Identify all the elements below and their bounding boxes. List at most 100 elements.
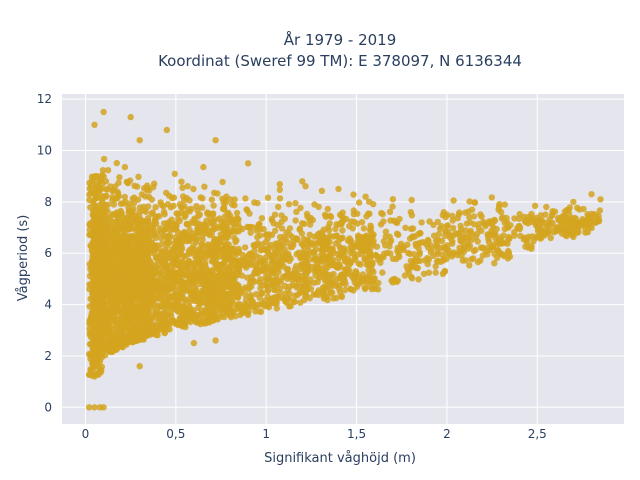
data-point: [113, 330, 120, 337]
data-point: [373, 243, 381, 250]
data-point: [193, 203, 200, 210]
data-point: [261, 246, 269, 253]
data-point: [201, 183, 208, 190]
data-point: [225, 241, 232, 248]
data-point: [132, 296, 139, 303]
data-point: [85, 404, 93, 411]
data-point: [104, 201, 112, 208]
data-point: [86, 272, 94, 280]
data-point: [168, 303, 175, 311]
data-point: [92, 342, 100, 349]
x-tick-label: 1: [262, 427, 270, 441]
data-point: [245, 251, 253, 258]
data-point: [264, 293, 271, 300]
data-point: [219, 205, 227, 212]
data-point: [566, 204, 573, 211]
data-point: [330, 233, 337, 240]
data-point: [115, 238, 122, 245]
data-point: [368, 285, 376, 293]
data-point: [540, 228, 548, 236]
data-point: [474, 238, 481, 245]
data-point: [506, 253, 514, 260]
data-point: [314, 261, 321, 268]
data-point: [379, 269, 386, 276]
data-point: [209, 317, 216, 324]
data-point: [477, 244, 485, 251]
data-point: [211, 309, 218, 317]
data-point: [115, 280, 122, 287]
data-point: [256, 225, 264, 233]
data-point: [307, 285, 315, 293]
data-point: [126, 329, 133, 337]
data-point: [291, 292, 299, 299]
data-point: [103, 327, 110, 334]
data-point: [364, 243, 371, 250]
data-point: [118, 338, 125, 346]
data-point: [146, 258, 154, 265]
data-point: [151, 287, 158, 295]
data-point: [264, 287, 271, 294]
data-point: [341, 286, 349, 294]
data-point: [178, 204, 185, 211]
data-point: [93, 307, 100, 315]
data-point: [254, 242, 262, 249]
data-point: [368, 228, 375, 236]
data-point: [418, 219, 425, 226]
data-point: [337, 235, 344, 242]
data-point: [466, 262, 473, 269]
data-point: [86, 320, 93, 327]
data-point: [247, 229, 254, 236]
x-tick-label: 0,5: [166, 427, 185, 441]
data-point: [163, 126, 170, 134]
data-point: [259, 265, 266, 272]
data-point: [173, 210, 180, 217]
data-point: [99, 199, 106, 206]
data-point: [98, 319, 105, 326]
data-point: [485, 220, 492, 227]
x-tick-label: 2,5: [528, 427, 547, 441]
data-point: [262, 238, 270, 245]
data-point: [356, 236, 363, 244]
data-point: [298, 272, 305, 280]
data-point: [314, 232, 321, 240]
data-point: [98, 239, 105, 246]
data-point: [268, 299, 276, 306]
data-point: [457, 222, 464, 230]
data-point: [174, 320, 182, 328]
x-tick-label: 2: [443, 427, 451, 441]
data-point: [208, 196, 215, 203]
data-point: [293, 284, 300, 291]
data-point: [554, 224, 562, 231]
data-point: [147, 239, 154, 246]
data-point: [306, 295, 313, 302]
data-point: [104, 167, 112, 174]
data-point: [275, 203, 282, 211]
data-point: [297, 289, 304, 296]
data-point: [91, 121, 98, 128]
data-point: [86, 341, 94, 348]
data-point: [160, 208, 168, 215]
data-point: [517, 232, 524, 239]
data-point: [137, 216, 144, 223]
data-point: [528, 214, 535, 221]
data-point: [574, 204, 581, 211]
data-point: [273, 305, 280, 312]
data-point: [125, 234, 132, 242]
data-point: [354, 210, 361, 217]
data-point: [96, 227, 103, 235]
data-point: [377, 221, 385, 228]
data-point: [135, 332, 142, 340]
data-point: [174, 229, 182, 236]
data-point: [285, 253, 292, 260]
data-point: [300, 235, 308, 243]
data-point: [146, 187, 153, 194]
data-point: [129, 290, 136, 297]
data-point: [271, 286, 278, 294]
data-point: [311, 251, 318, 259]
data-point: [195, 260, 202, 268]
data-point: [200, 163, 207, 171]
data-point: [99, 301, 106, 308]
data-point: [176, 217, 183, 224]
data-point: [338, 221, 345, 228]
